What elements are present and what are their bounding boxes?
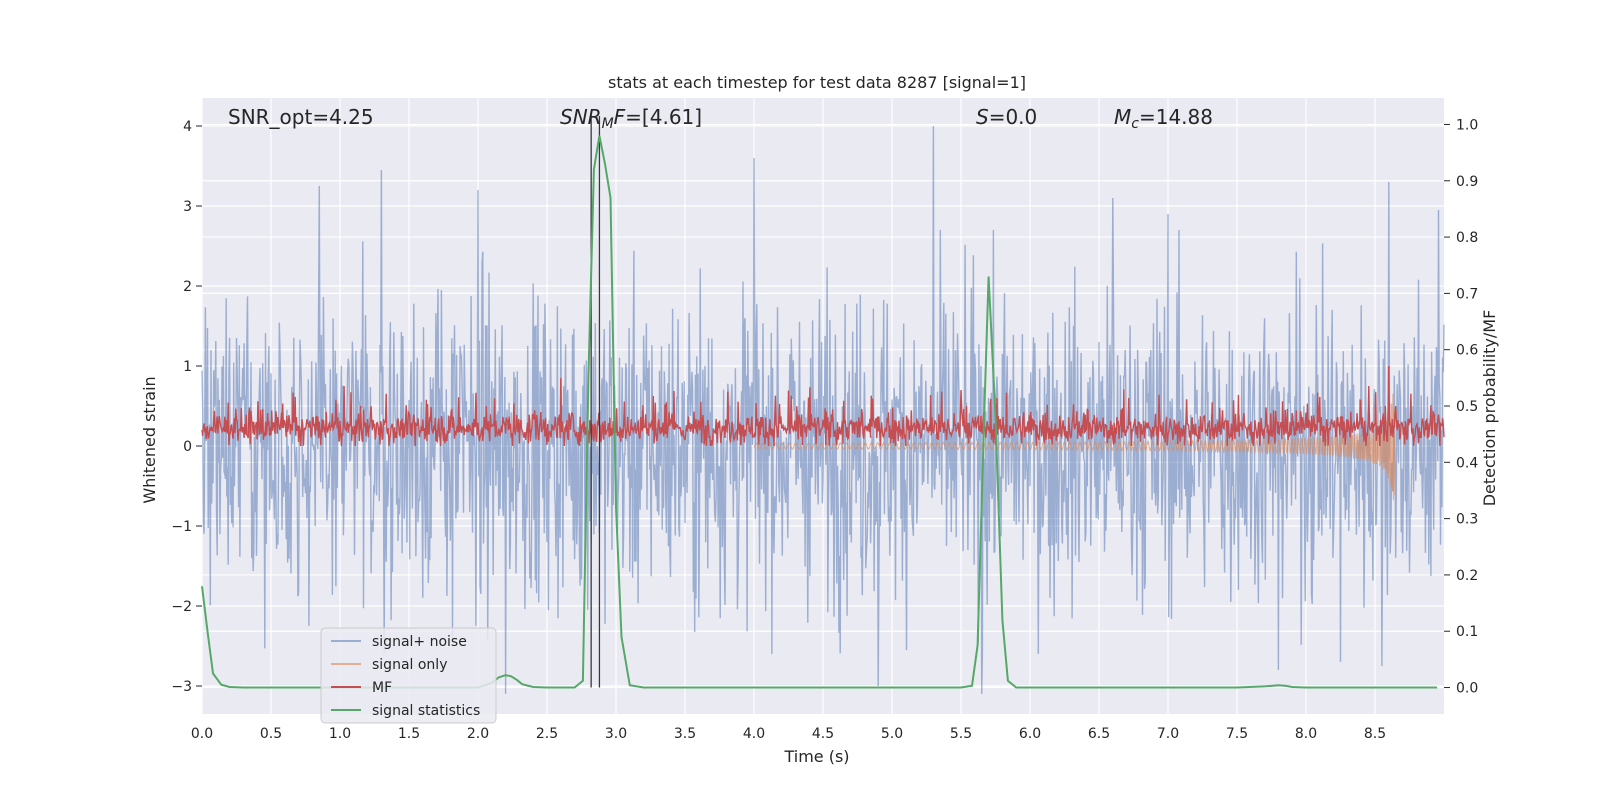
right-y-tick-label: 0.9 bbox=[1456, 174, 1478, 190]
x-tick-label: 5.5 bbox=[950, 726, 972, 742]
x-tick-label: 1.0 bbox=[329, 726, 351, 742]
mc-symbol: M bbox=[1114, 105, 1131, 129]
x-tick-label: 1.5 bbox=[398, 726, 420, 742]
x-tick-label: 7.0 bbox=[1157, 726, 1179, 742]
snr-opt-annotation: SNR_opt=4.25 bbox=[228, 105, 374, 129]
x-tick-label: 7.5 bbox=[1226, 726, 1248, 742]
mf-line bbox=[201, 365, 1445, 447]
x-tick-label: 3.0 bbox=[605, 726, 627, 742]
legend: signal+ noise signal only MF signal statist… bbox=[320, 627, 497, 724]
x-tick-label: 4.5 bbox=[812, 726, 834, 742]
right-y-tick-label: 0.4 bbox=[1456, 455, 1478, 471]
right-y-tick-label: 0.5 bbox=[1456, 399, 1478, 415]
mc-annotation: Mc=14.88 bbox=[1114, 105, 1213, 132]
right-y-tick-label: 0.2 bbox=[1456, 568, 1478, 584]
mc-subscript: c bbox=[1131, 116, 1139, 132]
left-y-axis-ticks: −3 −2 −1 0 1 2 3 4 bbox=[171, 119, 202, 695]
x-tick-label: 0.0 bbox=[191, 726, 213, 742]
left-y-tick-label: 1 bbox=[183, 359, 192, 375]
legend-label: MF bbox=[372, 680, 392, 696]
x-tick-label: 6.5 bbox=[1088, 726, 1110, 742]
grid bbox=[201, 98, 1444, 714]
x-tick-label: 6.0 bbox=[1019, 726, 1041, 742]
right-y-tick-label: 0.7 bbox=[1456, 286, 1478, 302]
chart-title: stats at each timestep for test data 828… bbox=[608, 73, 1026, 92]
x-tick-label: 8.0 bbox=[1295, 726, 1317, 742]
right-y-tick-label: 1.0 bbox=[1456, 117, 1478, 133]
left-y-tick-label: −2 bbox=[171, 599, 192, 615]
right-y-tick-label: 0.6 bbox=[1456, 343, 1478, 359]
x-tick-label: 8.5 bbox=[1364, 726, 1386, 742]
x-tick-label: 2.5 bbox=[536, 726, 558, 742]
legend-box bbox=[320, 627, 497, 724]
signal-noise-series bbox=[201, 125, 1445, 695]
left-y-tick-label: 3 bbox=[183, 199, 192, 215]
snr-mf-annotation: SNRMF=[4.61] bbox=[560, 105, 702, 132]
x-tick-label: 3.5 bbox=[674, 726, 696, 742]
left-y-tick-label: 4 bbox=[183, 119, 192, 135]
mf-series bbox=[201, 365, 1445, 447]
x-tick-label: 2.0 bbox=[467, 726, 489, 742]
x-tick-label: 4.0 bbox=[743, 726, 765, 742]
left-y-tick-label: −3 bbox=[171, 679, 192, 695]
legend-label: signal only bbox=[372, 657, 447, 673]
left-y-tick-label: 2 bbox=[183, 279, 192, 295]
mc-value: =14.88 bbox=[1139, 105, 1213, 129]
right-y-axis-ticks: 0.0 0.1 0.2 0.3 0.4 0.5 0.6 0.7 0.8 0.9 1.0 bbox=[1444, 117, 1478, 697]
s-value: =0.0 bbox=[989, 105, 1038, 129]
x-tick-label: 0.5 bbox=[260, 726, 282, 742]
vertical-markers bbox=[590, 116, 601, 688]
x-tick-label: 5.0 bbox=[881, 726, 903, 742]
left-y-tick-label: −1 bbox=[171, 519, 192, 535]
s-symbol: S bbox=[976, 105, 989, 129]
snr-mf-value: =[4.61] bbox=[625, 105, 702, 129]
x-axis-label: Time (s) bbox=[783, 747, 849, 766]
right-y-tick-label: 0.8 bbox=[1456, 230, 1478, 246]
right-y-axis-label: Detection probability/MF bbox=[1480, 310, 1499, 507]
right-y-tick-label: 0.0 bbox=[1456, 681, 1478, 697]
left-y-axis-label: Whitened strain bbox=[140, 376, 159, 503]
right-y-tick-label: 0.3 bbox=[1456, 512, 1478, 528]
snr-mf-f: F bbox=[614, 105, 626, 129]
s-annotation: S=0.0 bbox=[976, 105, 1037, 129]
signal-noise-line bbox=[201, 125, 1445, 695]
x-axis-ticks: 0.0 0.5 1.0 1.5 2.0 2.5 3.0 3.5 4.0 4.5 5.0 5.5 6.0 6… bbox=[191, 726, 1386, 742]
right-y-tick-label: 0.1 bbox=[1456, 624, 1478, 640]
snr-mf-symbol: SNR bbox=[560, 105, 602, 129]
snr-mf-subscript: M bbox=[602, 116, 614, 132]
legend-label: signal+ noise bbox=[372, 634, 467, 650]
left-y-tick-label: 0 bbox=[183, 439, 192, 455]
legend-label: signal statistics bbox=[372, 703, 480, 719]
